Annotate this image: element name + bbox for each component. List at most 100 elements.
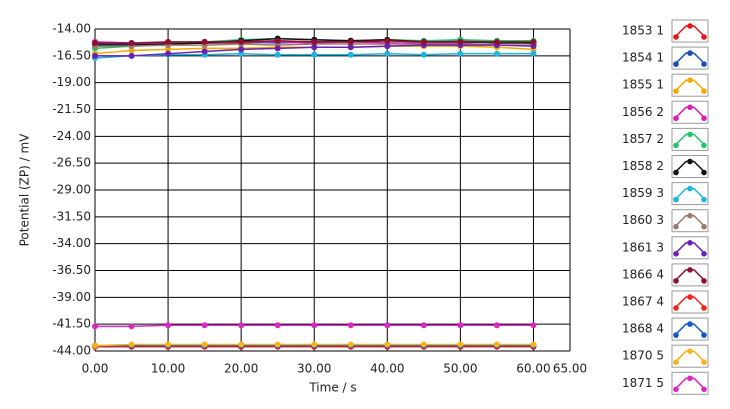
- legend-label: 1867 4: [622, 295, 664, 309]
- legend-label: 1871 5: [622, 376, 664, 390]
- data-point: [165, 46, 172, 53]
- legend-label: 1859 3: [622, 186, 664, 200]
- legend-marker: [673, 305, 679, 311]
- data-point: [384, 37, 391, 44]
- data-point: [530, 38, 537, 45]
- legend-marker: [701, 305, 707, 311]
- legend-marker: [673, 251, 679, 257]
- legend-marker: [701, 142, 707, 149]
- legend-marker: [701, 34, 707, 40]
- data-point: [128, 341, 135, 348]
- y-tick-label: -26.50: [52, 156, 91, 170]
- legend-marker: [673, 386, 679, 393]
- legend-box: [671, 73, 709, 97]
- x-axis-label: Time / s: [308, 381, 356, 395]
- legend-marker: [687, 348, 693, 355]
- legend-box: [671, 371, 709, 395]
- legend-box: [671, 290, 709, 314]
- legend-marker: [687, 375, 693, 382]
- legend-marker: [687, 294, 693, 300]
- legend-marker: [687, 23, 693, 29]
- data-point: [201, 48, 208, 55]
- legend-marker: [687, 267, 693, 273]
- legend-marker: [673, 34, 679, 40]
- legend-marker: [687, 50, 693, 56]
- legend-label: 1870 5: [622, 349, 664, 363]
- data-point: [311, 44, 318, 51]
- data-point: [311, 341, 318, 348]
- x-tick-label: 60.00: [516, 362, 550, 376]
- data-point: [530, 341, 537, 348]
- legend-label: 1860 3: [622, 213, 664, 227]
- legend-marker: [673, 169, 679, 176]
- data-point: [384, 50, 391, 57]
- y-tick-label: -39.00: [52, 290, 91, 304]
- data-point: [274, 341, 281, 348]
- legend-marker: [701, 332, 707, 338]
- legend-marker: [701, 61, 707, 67]
- y-axis-label: Potential (ZP) / mV: [18, 133, 32, 247]
- legend-marker: [687, 104, 693, 111]
- x-tick-label: 65.00: [553, 362, 587, 376]
- data-point: [493, 38, 500, 45]
- data-point: [384, 341, 391, 348]
- data-point: [238, 341, 245, 348]
- data-point: [530, 322, 537, 329]
- data-point: [420, 38, 427, 45]
- data-point: [92, 39, 98, 46]
- x-tick-label: 10.00: [151, 362, 185, 376]
- data-point: [274, 45, 281, 52]
- legend-marker: [687, 131, 693, 138]
- legend-box: [671, 46, 709, 70]
- data-point: [530, 43, 537, 50]
- legend-marker: [701, 196, 707, 203]
- data-point: [347, 51, 354, 58]
- legend-marker: [701, 386, 707, 393]
- legend-box: [671, 263, 709, 287]
- legend-label: 1857 2: [622, 132, 664, 146]
- data-point: [274, 51, 281, 58]
- y-tick-label: -29.00: [52, 183, 91, 197]
- data-point: [165, 322, 172, 329]
- x-tick-label: 20.00: [224, 362, 258, 376]
- data-point: [457, 50, 464, 57]
- legend-marker: [687, 240, 693, 246]
- legend-marker: [687, 321, 693, 327]
- legend-box: [671, 209, 709, 233]
- legend-marker: [673, 142, 679, 149]
- legend-marker: [687, 185, 693, 192]
- data-point: [128, 39, 135, 46]
- legend-marker: [673, 115, 679, 122]
- legend-box: [671, 100, 709, 124]
- data-point: [530, 50, 537, 57]
- data-point: [165, 38, 172, 45]
- y-tick-label: -19.00: [52, 75, 91, 89]
- data-point: [165, 341, 172, 348]
- legend-marker: [701, 223, 707, 230]
- legend-marker: [701, 278, 707, 284]
- data-point: [384, 322, 391, 329]
- y-tick-label: -16.50: [52, 48, 91, 62]
- legend-label: 1855 1: [622, 78, 664, 92]
- legend-box: [671, 127, 709, 151]
- legend-marker: [673, 88, 679, 94]
- legend-box: [671, 155, 709, 178]
- x-tick-label: 50.00: [443, 362, 477, 376]
- legend-box: [671, 19, 709, 43]
- legend-label: 1861 3: [622, 240, 664, 254]
- legend-marker: [701, 169, 707, 176]
- data-point: [347, 322, 354, 329]
- legend-label: 1858 2: [622, 159, 664, 173]
- data-point: [457, 38, 464, 45]
- legend-marker: [673, 278, 679, 284]
- legend-label: 1853 1: [622, 24, 664, 38]
- y-tick-label: -21.50: [52, 102, 91, 116]
- data-point: [493, 322, 500, 329]
- legend-marker: [687, 158, 693, 165]
- legend-marker: [701, 359, 707, 366]
- data-point: [92, 323, 98, 330]
- data-point: [347, 38, 354, 45]
- legend-marker: [673, 223, 679, 230]
- legend-label: 1854 1: [622, 51, 664, 65]
- legend-box: [671, 182, 709, 206]
